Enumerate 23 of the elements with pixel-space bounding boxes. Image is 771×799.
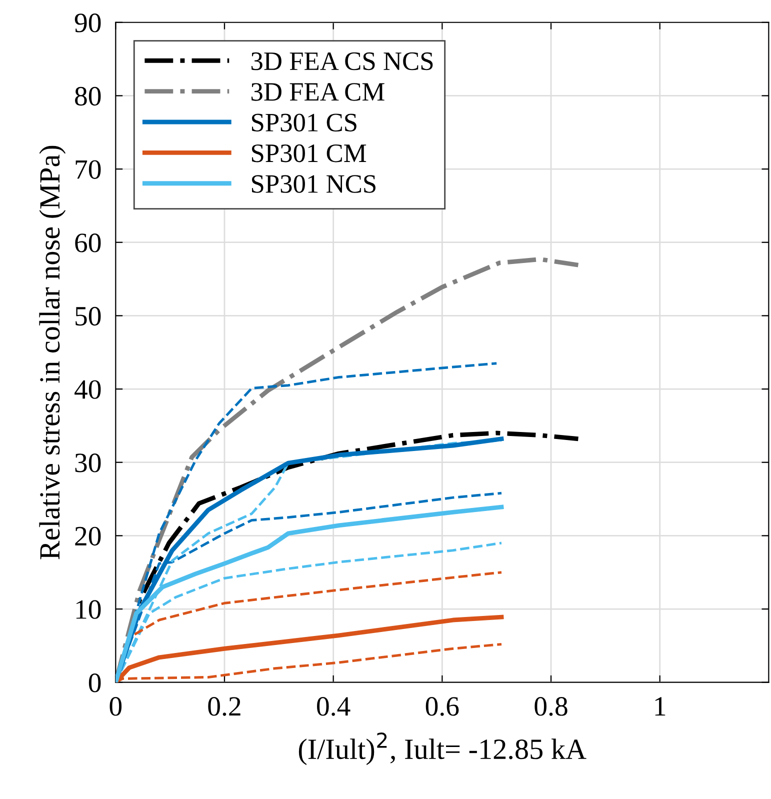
y-tick-label: 10: [76, 600, 101, 619]
y-tick-label: 30: [75, 454, 101, 472]
legend-label: SP301 CM: [252, 144, 366, 162]
legend-label: SP301 NCS: [252, 175, 376, 193]
x-tick-label: 0.8: [534, 697, 568, 716]
y-tick-label: 0: [88, 674, 101, 692]
x-tick-label: 0.2: [208, 697, 240, 716]
x-tick-label: 0: [110, 697, 122, 716]
y-axis-title: Relative stress in collar nose (MPa): [39, 146, 66, 560]
x-tick-label: 0.4: [317, 697, 350, 716]
y-tick-label: 20: [75, 526, 101, 546]
x-axis-title: (I/Iult)$^{2}$, Iult= -12.85 kA: [298, 732, 586, 766]
legend-label: SP301 CS: [252, 114, 356, 132]
legend-label: 3D FEA CS NCS: [251, 52, 433, 70]
y-tick-label: 60: [75, 234, 101, 252]
y-tick-label: 80: [75, 86, 101, 106]
x-tick-label: 1: [655, 697, 666, 716]
y-tick-label: 50: [76, 306, 101, 326]
y-tick-label: 90: [74, 14, 101, 32]
y-tick-label: 70: [76, 160, 101, 179]
y-tick-label: 40: [74, 380, 101, 399]
legend-label: 3D FEA CM: [251, 83, 384, 101]
x-tick-label: 0.6: [426, 697, 459, 716]
